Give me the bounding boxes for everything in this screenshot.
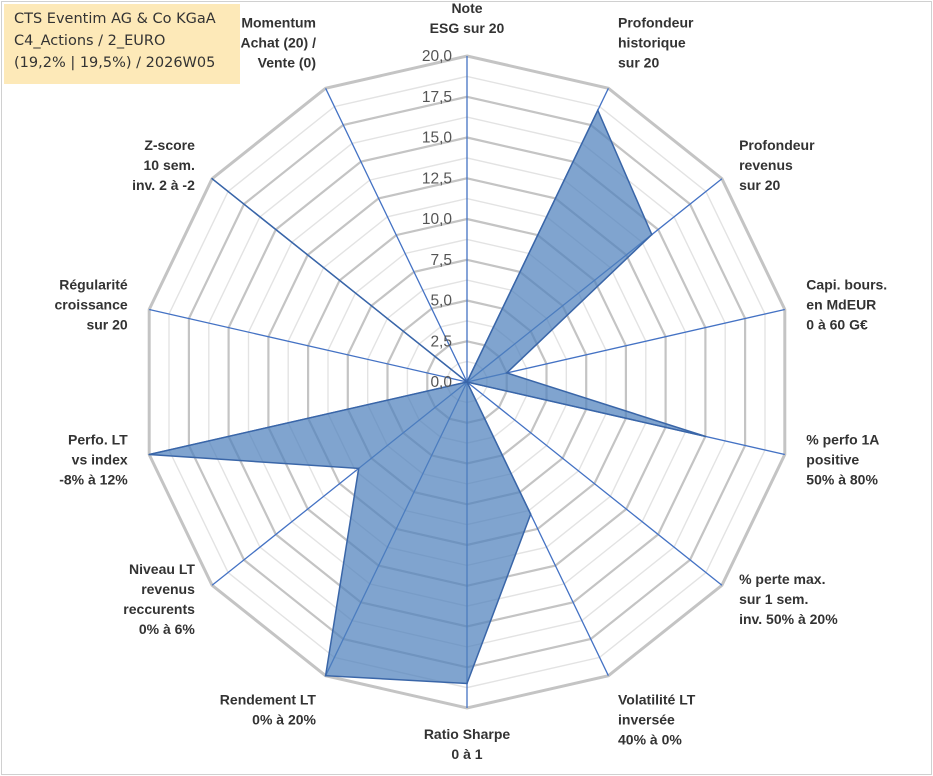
category-label: Ratio Sharpe 0 à 1 [424, 726, 511, 762]
category-label: Perfo. LT vs index -8% à 12% [59, 431, 128, 487]
data-point [597, 109, 599, 112]
data-point [529, 513, 532, 515]
stats-line: (19,2% | 19,5%) / 2026W05 [14, 55, 216, 71]
category-label: % perte max. sur 1 sem. inv. 50% à 20% [739, 571, 838, 627]
category-label: Volatilité LT inversée 40% à 0% [618, 692, 696, 748]
company-name: CTS Eventim AG & Co KGaA [14, 11, 216, 27]
category-label: Note ESG sur 20 [430, 0, 505, 36]
category-label: Momentum Achat (20) / Vente (0) [241, 15, 317, 71]
data-point [211, 177, 213, 180]
category-label: Profondeur revenus sur 20 [739, 137, 815, 193]
tick-label: 10,0 [422, 211, 453, 228]
category-label: % perfo 1A positive 50% à 80% [806, 431, 879, 487]
series-layer [148, 108, 707, 685]
spoke-line [149, 308, 468, 383]
tick-label: 2,5 [430, 333, 452, 350]
tick-label: 15,0 [422, 130, 453, 147]
series-area [149, 108, 706, 685]
tick-layer: 0,0 2,5 5,0 7,5 10,0 12,5 15,0 17,5 20,0 [422, 48, 453, 391]
spoke-line [325, 88, 468, 383]
category-label: Rendement LT 0% à 20% [220, 692, 317, 728]
tick-label: 17,5 [422, 89, 452, 106]
data-point [324, 674, 327, 677]
category-label: Régularité croissance sur 20 [55, 277, 128, 333]
category-label: Z-score 10 sem. inv. 2 à -2 [132, 137, 195, 193]
data-point [505, 372, 508, 374]
category-label: Profondeur historique sur 20 [618, 15, 694, 71]
tick-label: 0,0 [430, 374, 452, 391]
data-point [466, 682, 468, 685]
tick-label: 12,5 [422, 170, 452, 187]
data-point [357, 467, 360, 470]
data-point [466, 381, 468, 383]
data-point [148, 453, 150, 456]
category-line: C4_Actions / 2_EURO [14, 33, 166, 49]
category-label: Niveau LT revenus reccurents 0% à 6% [123, 561, 195, 637]
spoke-line [466, 308, 785, 383]
tick-label: 5,0 [430, 293, 452, 310]
title-box: CTS Eventim AG & Co KGaA C4_Actions / 2_… [4, 4, 240, 84]
spoke-line [466, 381, 723, 586]
tick-label: 7,5 [430, 252, 452, 269]
label-layer: Note ESG sur 20 Profondeur historique sur 20… [55, 0, 888, 762]
data-point [651, 233, 653, 236]
data-point [704, 435, 707, 438]
category-label: Capi. bours. en MdEUR 0 à 60 G€ [806, 277, 887, 333]
tick-label: 20,0 [422, 48, 453, 65]
